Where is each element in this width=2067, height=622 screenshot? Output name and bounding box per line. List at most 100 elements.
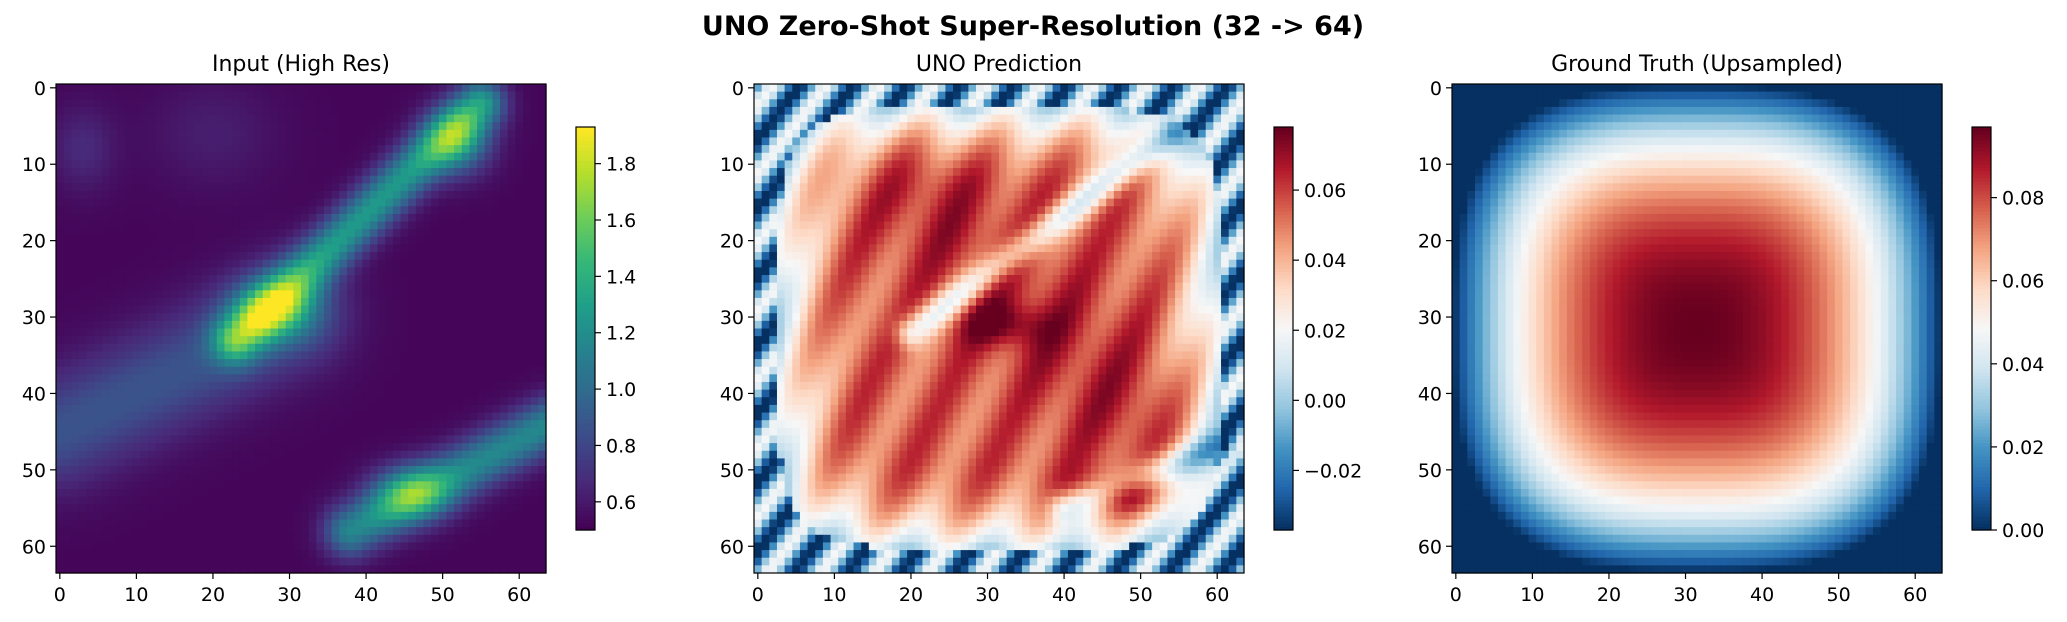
heatmap-cell	[247, 213, 256, 223]
heatmap-cell	[216, 84, 226, 93]
heatmap-cell	[377, 252, 386, 261]
heatmap-cell	[56, 412, 65, 421]
heatmap-cell	[285, 328, 294, 337]
heatmap-cell	[163, 389, 172, 398]
heatmap-cell	[78, 527, 88, 536]
heatmap-cell	[408, 450, 417, 459]
heatmap-cell	[316, 152, 325, 162]
heatmap-cell	[339, 557, 348, 566]
heatmap-cell	[392, 114, 402, 123]
heatmap-cell	[392, 175, 402, 184]
heatmap-cell	[209, 450, 218, 459]
heatmap-cell	[323, 328, 333, 337]
heatmap-cell	[163, 481, 172, 490]
heatmap-cell	[538, 351, 547, 360]
heatmap-cell	[117, 297, 126, 307]
heatmap-cell	[769, 114, 778, 123]
heatmap-cell	[293, 542, 302, 551]
heatmap-cell	[140, 259, 149, 268]
heatmap-cell	[769, 160, 778, 169]
heatmap-cell	[186, 229, 195, 238]
heatmap-cell	[63, 259, 72, 268]
heatmap-cell	[346, 244, 356, 253]
heatmap-cell	[186, 152, 195, 162]
heatmap-cell	[78, 206, 88, 215]
heatmap-cell	[346, 458, 356, 467]
heatmap-cell	[438, 221, 448, 230]
heatmap-cell	[178, 336, 187, 345]
heatmap-cell	[385, 190, 394, 200]
heatmap-cell	[953, 99, 962, 108]
heatmap-cell	[369, 435, 379, 444]
heatmap-cell	[477, 275, 486, 284]
heatmap-cell	[94, 168, 103, 177]
heatmap-cell	[109, 320, 118, 330]
heatmap-cell	[400, 290, 409, 299]
heatmap-cell	[423, 152, 432, 162]
heatmap-cell	[147, 366, 157, 375]
heatmap-cell	[991, 99, 1000, 108]
heatmap-cell	[999, 129, 1008, 139]
heatmap-cell	[293, 351, 302, 360]
heatmap-cell	[446, 206, 455, 215]
heatmap-cell	[124, 557, 134, 566]
heatmap-cell	[285, 381, 294, 391]
heatmap-cell	[224, 267, 233, 276]
heatmap-cell	[983, 106, 992, 116]
heatmap-cell	[86, 435, 95, 444]
heatmap-cell	[415, 343, 425, 353]
heatmap-cell	[201, 297, 210, 307]
heatmap-cell	[346, 359, 356, 368]
heatmap-cell	[163, 511, 172, 521]
heatmap-cell	[232, 466, 241, 475]
heatmap-cell	[63, 106, 72, 116]
heatmap-cell	[968, 152, 977, 162]
heatmap-cell	[163, 542, 172, 551]
heatmap-cell	[530, 343, 539, 353]
heatmap-cell	[247, 420, 256, 429]
heatmap-cell	[178, 160, 187, 169]
heatmap-cell	[247, 259, 256, 268]
heatmap-cell	[362, 206, 371, 215]
heatmap-cell	[331, 550, 340, 559]
heatmap-cell	[109, 297, 118, 307]
heatmap-cell	[331, 443, 340, 452]
heatmap-cell	[1152, 152, 1161, 162]
heatmap-cell	[454, 374, 463, 383]
heatmap-cell	[94, 374, 103, 383]
heatmap-cell	[209, 259, 218, 268]
heatmap-cell	[124, 404, 134, 414]
heatmap-cell	[101, 275, 111, 284]
heatmap-cell	[285, 168, 294, 177]
heatmap-cell	[507, 236, 516, 246]
colorbar-segment	[576, 338, 595, 343]
heatmap-cell	[454, 420, 463, 429]
heatmap-cell	[1236, 114, 1245, 123]
heatmap-cell	[899, 152, 908, 162]
heatmap-cell	[262, 244, 271, 253]
heatmap-cell	[86, 389, 95, 398]
heatmap-cell	[515, 313, 524, 322]
heatmap-cell	[339, 435, 348, 444]
heatmap-cell	[408, 198, 417, 207]
heatmap-cell	[369, 343, 379, 353]
heatmap-cell	[1014, 129, 1023, 139]
heatmap-cell	[101, 381, 111, 391]
heatmap-cell	[1106, 106, 1115, 116]
heatmap-cell	[469, 420, 478, 429]
heatmap-cell	[507, 527, 516, 536]
colorbar-segment	[576, 499, 595, 504]
heatmap-cell	[278, 412, 287, 421]
heatmap-cell	[1106, 152, 1115, 162]
heatmap-cell	[423, 481, 432, 490]
heatmap-cell	[71, 427, 80, 437]
heatmap-cell	[216, 259, 226, 268]
heatmap-cell	[538, 473, 547, 482]
heatmap-cell	[63, 145, 72, 154]
heatmap-cell	[293, 336, 302, 345]
heatmap-cell	[1121, 160, 1130, 169]
heatmap-cell	[484, 122, 494, 131]
heatmap-cell	[400, 504, 409, 513]
heatmap-cell	[776, 168, 786, 177]
heatmap-cell	[186, 198, 195, 207]
